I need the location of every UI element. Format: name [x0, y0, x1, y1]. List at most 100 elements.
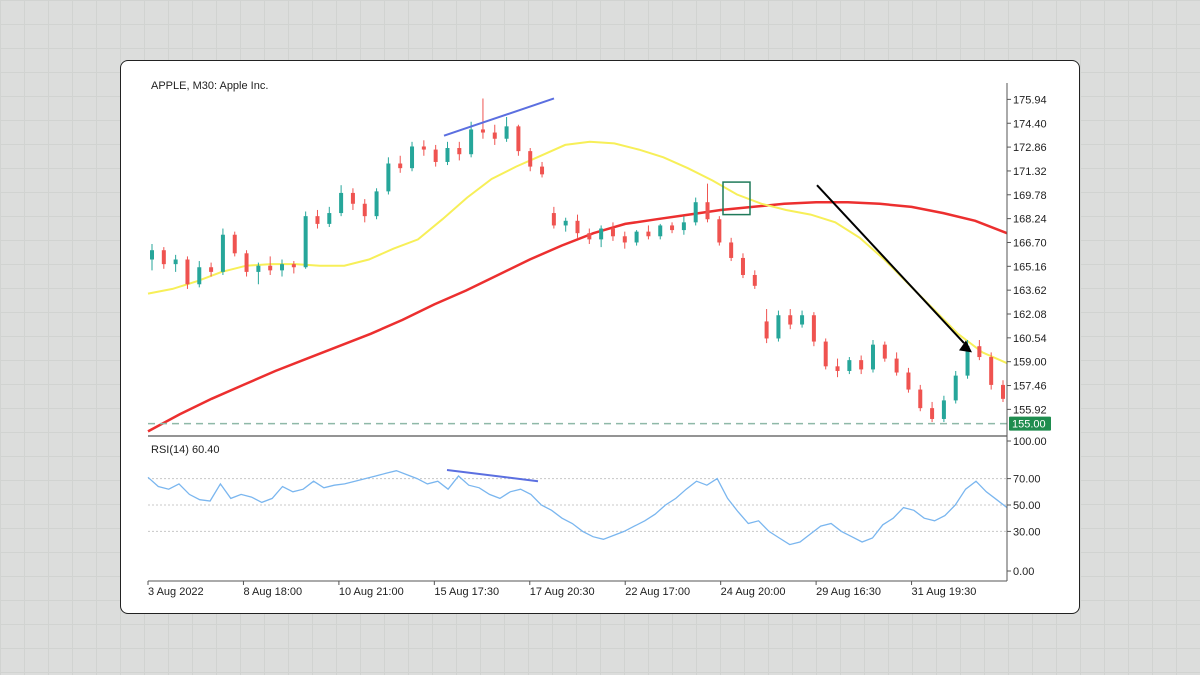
- candle-body: [150, 250, 154, 260]
- time-tick-label: 17 Aug 20:30: [530, 586, 595, 598]
- candle-body: [658, 225, 663, 237]
- candle-body: [469, 129, 474, 155]
- candle-body: [705, 202, 710, 220]
- candle-body: [220, 234, 225, 272]
- candle-body: [362, 203, 367, 217]
- candle-body: [339, 192, 344, 214]
- candle-body: [882, 344, 887, 359]
- rsi-tick-label: 70.00: [1013, 474, 1041, 486]
- candle-body: [717, 219, 722, 243]
- candle-body: [823, 341, 828, 367]
- candle-body: [433, 149, 438, 162]
- candle-body: [930, 408, 935, 419]
- price-label-box: [1009, 416, 1051, 431]
- candle-body: [575, 220, 580, 234]
- time-tick-label: 15 Aug 17:30: [434, 586, 499, 598]
- candle-body: [847, 360, 852, 371]
- candle-body: [811, 315, 816, 342]
- time-tick-label: 3 Aug 2022: [148, 586, 204, 598]
- moving-averages: [147, 140, 1008, 433]
- candle-body: [894, 358, 899, 373]
- rsi-grid: [148, 478, 1007, 532]
- candle-body: [386, 163, 391, 192]
- time-tick-label: 29 Aug 16:30: [816, 586, 881, 598]
- candle-body: [800, 315, 805, 325]
- candle-body: [681, 222, 686, 231]
- price-tick-label: 166.70: [1013, 237, 1047, 249]
- candle-body: [457, 148, 462, 155]
- candle-body: [540, 166, 545, 175]
- candle-body: [965, 346, 970, 376]
- candle-body: [291, 264, 296, 268]
- price-tick-label: 174.40: [1013, 118, 1047, 130]
- trend-arrow-line: [816, 184, 965, 344]
- annotations: [443, 97, 972, 353]
- candle-body: [374, 191, 379, 217]
- candle-body: [859, 360, 864, 370]
- rsi-divergence-line: [446, 469, 539, 483]
- candle-body: [563, 220, 568, 226]
- price-chart-title: APPLE, M30: Apple Inc.: [151, 80, 268, 92]
- candle-body: [835, 366, 840, 371]
- candle-body: [670, 225, 675, 231]
- trend-arrow-head: [959, 340, 972, 353]
- rsi-series: [147, 469, 1008, 546]
- candle-body: [599, 228, 604, 240]
- candle-body: [350, 192, 355, 204]
- price-tick-label: 172.86: [1013, 142, 1047, 154]
- candle-body: [268, 265, 273, 271]
- time-tick-label: 10 Aug 21:00: [339, 586, 404, 598]
- ma-fast-line: [147, 140, 1008, 365]
- candle-body: [634, 231, 639, 243]
- candle-body: [315, 216, 320, 224]
- time-tick-label: 24 Aug 20:00: [721, 586, 786, 598]
- candle-body: [480, 129, 485, 133]
- price-line: 155.00: [148, 416, 1051, 431]
- candle-body: [870, 344, 875, 370]
- axes: 175.94 174.40 172.86 171.32 169.78 168.24 166.…: [147, 83, 1047, 598]
- rsi-tick-label: 0.00: [1013, 566, 1034, 578]
- candle-body: [551, 213, 556, 226]
- candle-body: [303, 216, 308, 268]
- candle-body: [445, 148, 450, 162]
- price-tick-label: 171.32: [1013, 166, 1047, 178]
- candle-body: [764, 321, 769, 339]
- price-tick-label: 159.00: [1013, 357, 1047, 369]
- candle-body: [977, 346, 982, 358]
- candle-body: [776, 315, 781, 339]
- candle-body: [989, 357, 994, 385]
- rsi-tick-label: 30.00: [1013, 526, 1041, 538]
- candle-body: [492, 132, 497, 139]
- candle-body: [752, 274, 757, 286]
- candle-body: [421, 146, 426, 150]
- candle-body: [528, 151, 533, 167]
- price-divergence-line: [443, 97, 555, 137]
- candle-body: [327, 213, 332, 224]
- price-tick-label: 169.78: [1013, 190, 1047, 202]
- price-tick-label: 163.62: [1013, 285, 1047, 297]
- price-label-text: 155.00: [1012, 419, 1046, 431]
- candle-body: [244, 253, 249, 272]
- rsi-tick-label: 50.00: [1013, 500, 1041, 512]
- candle-body: [161, 250, 166, 265]
- candle-body: [197, 267, 202, 285]
- time-tick-label: 8 Aug 18:00: [243, 586, 302, 598]
- candle-body: [646, 231, 651, 237]
- rsi-tick-label: 100.00: [1013, 436, 1047, 448]
- candle-body: [953, 375, 958, 401]
- highlight-box: [722, 181, 751, 216]
- price-tick-label: 165.16: [1013, 261, 1047, 273]
- candle-body: [918, 389, 923, 409]
- price-tick-label: 168.24: [1013, 214, 1047, 226]
- rsi-line: [147, 470, 1008, 546]
- time-tick-label: 31 Aug 19:30: [912, 586, 977, 598]
- candle-body: [610, 228, 615, 237]
- candle-body: [173, 259, 178, 265]
- candle-body: [729, 242, 734, 258]
- candle-body: [941, 400, 946, 419]
- price-tick-label: 157.46: [1013, 381, 1047, 393]
- chart-panel: 155.00 175.94 174.40 172.86 171.32 169.78 168…: [120, 60, 1080, 614]
- candle-body: [587, 233, 592, 240]
- price-tick-label: 175.94: [1013, 94, 1047, 106]
- candle-body: [256, 265, 261, 272]
